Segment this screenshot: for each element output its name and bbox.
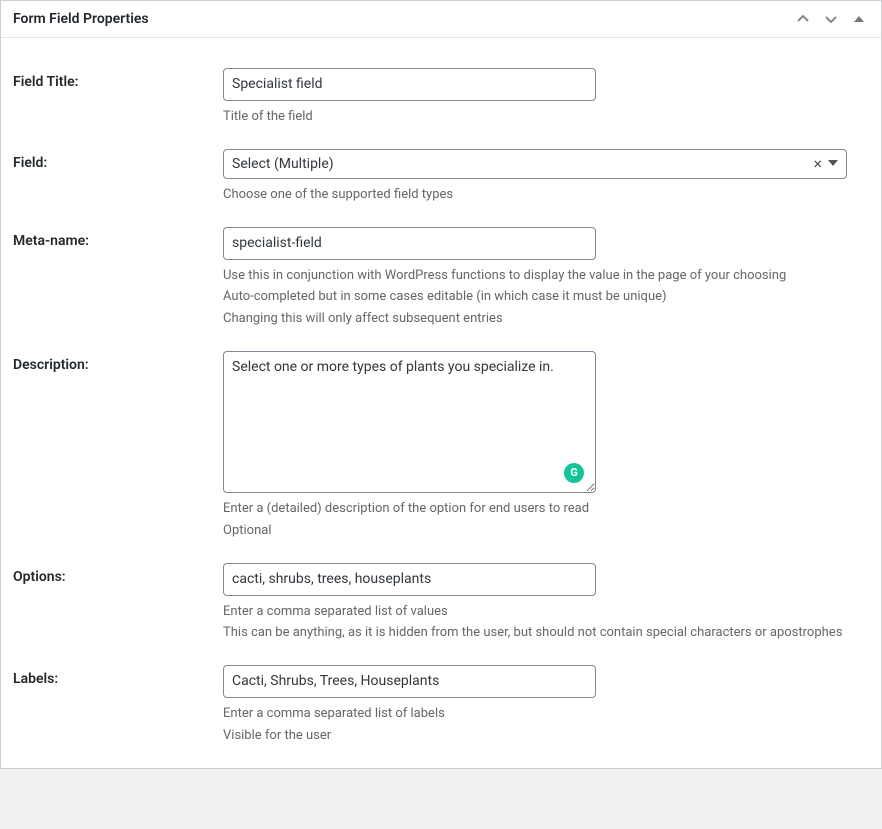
row-meta-name: Meta-name: Use this in conjunction with … (13, 207, 869, 331)
grammarly-icon[interactable]: G (564, 463, 584, 483)
clear-icon[interactable]: × (811, 154, 824, 173)
help-labels: Enter a comma separated list of labels V… (223, 704, 869, 747)
help-text: Enter a (detailed) description of the op… (223, 499, 869, 520)
panel-header: Form Field Properties (1, 1, 881, 38)
label-labels: Labels: (13, 665, 223, 687)
help-text: Auto-completed but in some cases editabl… (223, 287, 869, 308)
row-options: Options: Enter a comma separated list of… (13, 543, 869, 646)
control-labels: Enter a comma separated list of labels V… (223, 665, 869, 748)
help-meta-name: Use this in conjunction with WordPress f… (223, 266, 869, 330)
panel-title: Form Field Properties (13, 11, 149, 27)
field-title-input[interactable] (223, 68, 596, 101)
collapse-toggle-icon[interactable] (849, 9, 869, 29)
help-text: Use this in conjunction with WordPress f… (223, 266, 869, 287)
field-type-value: Select (Multiple) (232, 156, 334, 172)
help-field-title: Title of the field (223, 107, 869, 128)
panel-body: Field Title: Title of the field Field: S… (1, 38, 881, 768)
help-options: Enter a comma separated list of values T… (223, 602, 869, 645)
textarea-wrapper: G (223, 351, 596, 493)
control-field-title: Title of the field (223, 68, 869, 129)
help-text: Enter a comma separated list of values (223, 602, 869, 623)
row-description: Description: G Enter a (detailed) descri… (13, 331, 869, 543)
meta-name-input[interactable] (223, 227, 596, 260)
help-text: This can be anything, as it is hidden fr… (223, 623, 869, 644)
help-text: Enter a comma separated list of labels (223, 704, 869, 725)
labels-input[interactable] (223, 665, 596, 698)
options-input[interactable] (223, 563, 596, 596)
row-labels: Labels: Enter a comma separated list of … (13, 645, 869, 748)
field-type-select[interactable]: Select (Multiple) × (223, 149, 847, 179)
help-text: Changing this will only affect subsequen… (223, 309, 869, 330)
control-description: G Enter a (detailed) description of the … (223, 351, 869, 543)
prev-icon[interactable] (793, 9, 813, 29)
label-meta-name: Meta-name: (13, 227, 223, 249)
label-options: Options: (13, 563, 223, 585)
select-indicators: × (811, 154, 838, 173)
row-field-title: Field Title: Title of the field (13, 48, 869, 129)
dropdown-icon[interactable] (828, 156, 838, 172)
label-field-title: Field Title: (13, 68, 223, 90)
help-text: Title of the field (223, 107, 869, 128)
description-textarea[interactable] (223, 351, 596, 493)
label-field-type: Field: (13, 149, 223, 171)
help-text: Visible for the user (223, 726, 869, 747)
help-text: Choose one of the supported field types (223, 185, 869, 206)
help-description: Enter a (detailed) description of the op… (223, 499, 869, 542)
label-description: Description: (13, 351, 223, 373)
row-field-type: Field: Select (Multiple) × Choose one of… (13, 129, 869, 207)
help-field-type: Choose one of the supported field types (223, 185, 869, 206)
next-icon[interactable] (821, 9, 841, 29)
control-field-type: Select (Multiple) × Choose one of the su… (223, 149, 869, 207)
control-meta-name: Use this in conjunction with WordPress f… (223, 227, 869, 331)
form-field-properties-panel: Form Field Properties Field Title: Title… (0, 0, 882, 769)
panel-header-icons (793, 9, 869, 29)
control-options: Enter a comma separated list of values T… (223, 563, 869, 646)
help-text: Optional (223, 521, 869, 542)
